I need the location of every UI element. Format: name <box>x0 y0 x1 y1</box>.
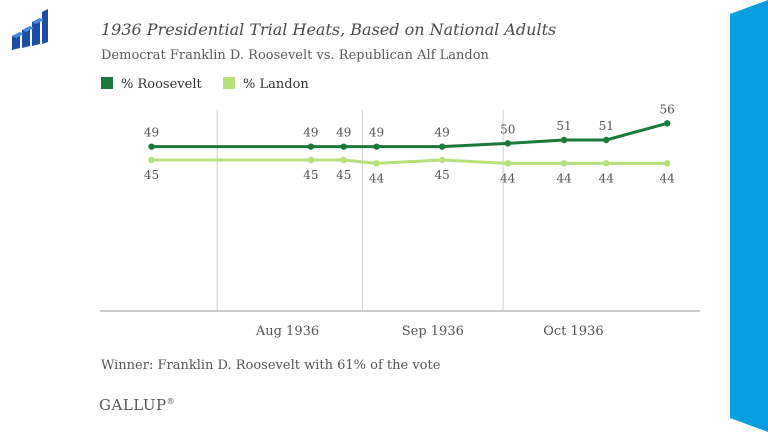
chart-title: 1936 Presidential Trial Heats, Based on … <box>101 20 557 39</box>
data-point <box>603 160 610 167</box>
data-label: 49 <box>144 126 159 140</box>
data-point <box>438 143 446 150</box>
data-point <box>340 143 347 150</box>
x-tick-label: Sep 1936 <box>402 324 464 339</box>
series-line <box>151 121 668 149</box>
legend-swatch-roosevelt <box>101 77 113 89</box>
data-label: 51 <box>599 119 614 133</box>
series-line <box>151 158 668 165</box>
data-label: 56 <box>660 102 675 116</box>
data-point <box>504 140 512 147</box>
data-point <box>373 143 380 150</box>
data-label: 44 <box>369 171 385 185</box>
legend-label-roosevelt: % Roosevelt <box>121 77 202 92</box>
data-point <box>148 156 155 164</box>
data-label: 45 <box>303 168 318 182</box>
bar-chart-logo-icon <box>12 9 48 50</box>
data-point <box>148 143 155 150</box>
data-label: 44 <box>599 171 615 185</box>
data-label: 49 <box>435 126 450 140</box>
data-point <box>560 160 568 167</box>
data-point <box>603 136 610 144</box>
winner-note: Winner: Franklin D. Roosevelt with 61% o… <box>101 358 441 373</box>
data-point <box>307 143 315 150</box>
legend-label-landon: % Landon <box>243 77 309 92</box>
data-point <box>307 156 315 164</box>
data-label: 49 <box>336 126 351 140</box>
data-label: 51 <box>556 119 571 133</box>
data-point <box>438 156 446 164</box>
x-tick-label: Oct 1936 <box>543 324 603 339</box>
x-tick-label: Aug 1936 <box>255 324 319 339</box>
data-label: 49 <box>369 126 384 140</box>
data-label: 45 <box>144 168 159 182</box>
legend-item-roosevelt: % Roosevelt <box>101 77 202 92</box>
data-point <box>373 160 380 167</box>
legend-swatch-landon <box>223 77 235 89</box>
data-label: 49 <box>303 126 318 140</box>
data-point <box>663 120 671 127</box>
data-label: 45 <box>435 168 450 182</box>
data-point <box>340 156 347 164</box>
data-point <box>663 160 671 167</box>
data-label: 44 <box>556 171 572 185</box>
legend-item-landon: % Landon <box>223 77 309 92</box>
data-point <box>504 160 512 167</box>
accent-band <box>730 0 768 432</box>
data-label: 50 <box>500 122 515 136</box>
chart-subtitle: Democrat Franklin D. Roosevelt vs. Repub… <box>101 48 489 63</box>
gallup-brand: GALLUP® <box>99 396 176 414</box>
data-point <box>560 136 568 144</box>
data-label: 44 <box>500 171 516 185</box>
data-label: 45 <box>336 168 351 182</box>
data-label: 44 <box>660 171 676 185</box>
